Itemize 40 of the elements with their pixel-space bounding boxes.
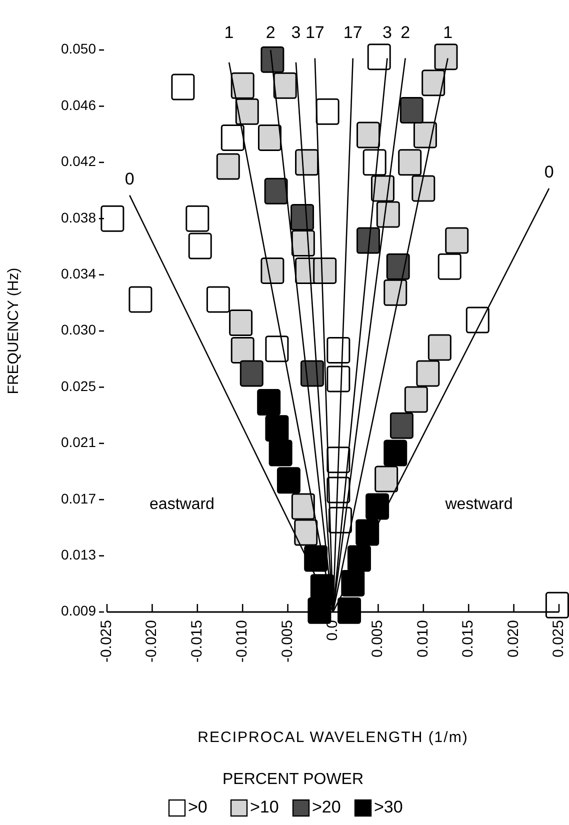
series-label: 2 [266,23,276,42]
y-tick-label: 0.009 [60,602,96,619]
series-label: 3 [382,23,392,42]
x-axis-title: RECIPROCAL WAVELENGTH (1/m) [198,729,468,746]
x-tick-label: 0.015 [460,620,477,658]
series-label: 1 [224,23,234,42]
legend-title: PERCENT POWER [222,771,364,788]
x-tick-label: -0.015 [188,620,206,663]
y-tick-label: 0.017 [60,490,96,506]
legend-label: >0 [188,797,208,816]
y-tick-label: 0.038 [60,209,96,226]
y-tick-label: 0.042 [60,153,96,170]
x-tick-label: 0.025 [550,620,567,658]
series-label: 0 [124,169,134,188]
series-label: 3 [291,23,301,42]
series-label: 17 [343,23,362,42]
y-tick-label: 0.025 [60,378,96,394]
x-tick-label: 0.010 [414,620,432,658]
y-tick-label: 0.046 [60,96,96,113]
series-label: 17 [305,23,324,42]
y-tick-label: 0.050 [60,40,96,57]
x-tick-label: 0.005 [369,620,386,658]
series-label: 0 [544,162,554,182]
legend-label: >30 [374,797,403,816]
annotation: westward [444,496,513,514]
legend-label: >20 [312,797,341,816]
y-tick-label: 0.013 [60,546,96,563]
y-tick-label: 0.021 [60,434,96,450]
y-axis-title: FREQUENCY (Hz) [5,268,22,394]
x-tick-label: -0.010 [234,620,251,663]
legend-label: >10 [250,797,279,816]
x-tick-label: 0.020 [504,620,522,658]
x-tick-label: -0.005 [278,620,296,663]
series-label: 1 [443,23,453,42]
x-tick-label: -0.025 [98,620,115,663]
x-tick-label: -0.020 [143,620,160,663]
y-tick-label: 0.030 [60,322,96,338]
series-label: 2 [400,23,410,42]
y-tick-label: 0.034 [60,266,96,282]
annotation: eastward [150,496,214,514]
